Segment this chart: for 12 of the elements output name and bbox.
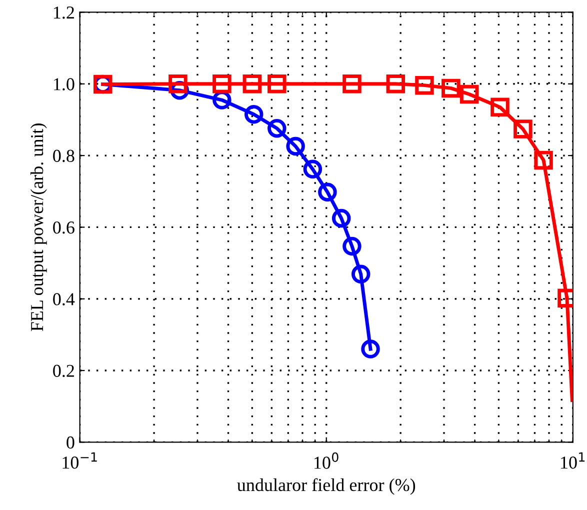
y-tick-label: 0 — [66, 436, 74, 449]
x-axis-title: undularor field error (%) — [237, 478, 416, 495]
y-axis-title: FEL output power/(arb. unit) — [30, 124, 47, 332]
x-tick-label: 10$^{1}$ — [561, 452, 585, 469]
y-tick-label: 0.4 — [53, 293, 75, 306]
y-tick-label: 0.2 — [53, 364, 74, 378]
y-tick-label: 1.0 — [54, 78, 74, 90]
y-tick-label: 0.6 — [53, 221, 74, 234]
x-tick-label: 10$^{−1}$ — [62, 452, 97, 469]
y-tick-label: 0.8 — [53, 150, 74, 162]
x-tick-label: 10$^{0}$ — [314, 452, 338, 469]
y-tick-label: 1.2 — [54, 6, 74, 19]
